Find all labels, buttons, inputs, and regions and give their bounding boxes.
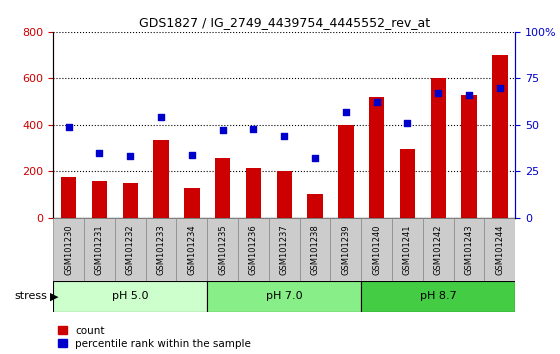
Legend: count, percentile rank within the sample: count, percentile rank within the sample bbox=[58, 326, 251, 349]
Bar bbox=[207, 281, 361, 312]
Bar bbox=[484, 218, 515, 281]
Text: GSM101232: GSM101232 bbox=[125, 224, 135, 275]
Text: pH 8.7: pH 8.7 bbox=[420, 291, 456, 302]
Text: GSM101239: GSM101239 bbox=[341, 224, 351, 275]
Point bbox=[187, 152, 197, 157]
Bar bbox=[246, 168, 261, 218]
Point bbox=[280, 133, 289, 139]
Point bbox=[95, 150, 104, 155]
Bar bbox=[307, 194, 323, 218]
Text: GSM101236: GSM101236 bbox=[249, 224, 258, 275]
Bar bbox=[53, 281, 207, 312]
Text: GSM101242: GSM101242 bbox=[433, 224, 443, 275]
Bar bbox=[361, 281, 515, 312]
Text: GSM101243: GSM101243 bbox=[464, 224, 474, 275]
Bar bbox=[423, 218, 454, 281]
Bar bbox=[215, 159, 230, 218]
Bar bbox=[431, 78, 446, 218]
Text: GSM101230: GSM101230 bbox=[64, 224, 73, 275]
Point bbox=[125, 154, 135, 159]
Bar bbox=[176, 218, 207, 281]
Text: pH 7.0: pH 7.0 bbox=[266, 291, 302, 302]
Point bbox=[64, 124, 73, 130]
Point bbox=[372, 100, 381, 105]
Bar bbox=[492, 55, 507, 218]
Text: GSM101231: GSM101231 bbox=[95, 224, 104, 275]
Text: GSM101238: GSM101238 bbox=[310, 224, 320, 275]
Point bbox=[496, 85, 505, 91]
Text: GSM101234: GSM101234 bbox=[187, 224, 197, 275]
Bar bbox=[115, 218, 146, 281]
Point bbox=[156, 115, 166, 120]
Text: ▶: ▶ bbox=[50, 291, 59, 302]
Bar bbox=[361, 218, 392, 281]
Bar bbox=[123, 183, 138, 218]
Text: pH 5.0: pH 5.0 bbox=[112, 291, 148, 302]
Point bbox=[465, 92, 474, 98]
Bar bbox=[392, 218, 423, 281]
Point bbox=[434, 90, 443, 96]
Text: stress: stress bbox=[15, 291, 48, 302]
Bar bbox=[369, 97, 384, 218]
Bar bbox=[461, 95, 477, 218]
Bar bbox=[238, 218, 269, 281]
Bar bbox=[454, 218, 484, 281]
Bar bbox=[277, 171, 292, 218]
Bar bbox=[153, 140, 169, 218]
Point bbox=[249, 126, 258, 131]
Text: GSM101240: GSM101240 bbox=[372, 224, 381, 275]
Bar bbox=[300, 218, 330, 281]
Bar bbox=[92, 181, 107, 218]
Point bbox=[218, 127, 227, 133]
Point bbox=[311, 155, 320, 161]
Bar bbox=[53, 218, 84, 281]
Bar bbox=[207, 218, 238, 281]
Bar bbox=[269, 218, 300, 281]
Point bbox=[342, 109, 351, 115]
Text: GSM101241: GSM101241 bbox=[403, 224, 412, 275]
Bar bbox=[338, 125, 353, 218]
Text: GSM101233: GSM101233 bbox=[156, 224, 166, 275]
Text: GSM101244: GSM101244 bbox=[495, 224, 505, 275]
Point bbox=[403, 120, 412, 126]
Bar bbox=[184, 188, 199, 218]
Bar bbox=[146, 218, 176, 281]
Text: GSM101237: GSM101237 bbox=[279, 224, 289, 275]
Text: GSM101235: GSM101235 bbox=[218, 224, 227, 275]
Bar bbox=[330, 218, 361, 281]
Title: GDS1827 / IG_2749_4439754_4445552_rev_at: GDS1827 / IG_2749_4439754_4445552_rev_at bbox=[139, 16, 430, 29]
Bar bbox=[61, 177, 76, 218]
Bar bbox=[84, 218, 115, 281]
Bar bbox=[400, 149, 415, 218]
